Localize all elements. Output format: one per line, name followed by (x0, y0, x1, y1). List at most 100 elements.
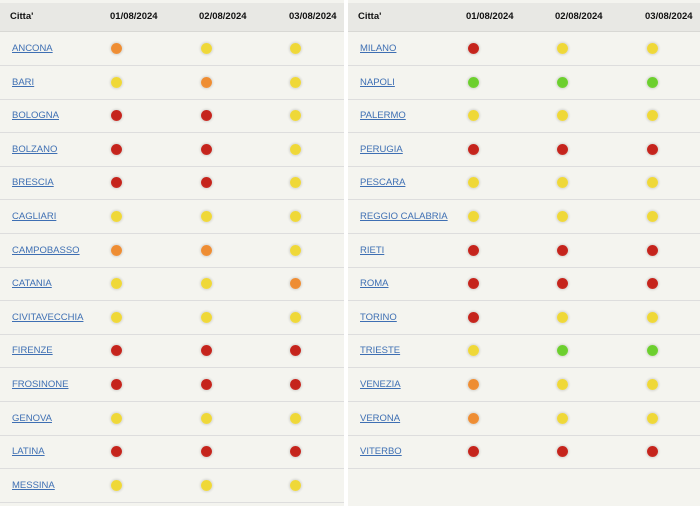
city-link[interactable]: GENOVA (12, 412, 52, 424)
alert-level-red-icon (200, 177, 212, 189)
table-row: PALERMO (348, 99, 700, 134)
alert-level-red-icon (467, 311, 479, 323)
alert-level-green-icon (556, 76, 568, 88)
city-link[interactable]: CAGLIARI (12, 211, 57, 222)
city-link[interactable]: LATINA (12, 446, 45, 458)
table-row: VITERBO (348, 435, 700, 470)
city-link[interactable]: PESCARA (360, 177, 406, 189)
alert-level-red-icon (110, 446, 122, 458)
alert-level-yellow-icon (556, 311, 568, 323)
alert-level-yellow-icon (289, 76, 301, 88)
table-row: VERONA (348, 402, 700, 436)
table-row: CAMPOBASSO (0, 234, 344, 268)
alert-level-red-icon (467, 244, 479, 256)
alert-level-yellow-icon (556, 379, 568, 390)
left-table-panel: Citta' 01/08/2024 02/08/2024 03/08/2024 … (0, 0, 344, 506)
city-link[interactable]: TRIESTE (360, 345, 401, 357)
alert-level-red-icon (646, 244, 658, 256)
city-link[interactable]: ANCONA (12, 43, 53, 54)
city-link[interactable]: BOLOGNA (12, 110, 59, 122)
city-link[interactable]: BARI (12, 76, 35, 88)
date-column-header: 03/08/2024 (289, 11, 337, 22)
city-link[interactable]: ROMA (360, 278, 389, 290)
city-link[interactable]: VERONA (360, 412, 401, 424)
alert-level-yellow-icon (289, 311, 301, 323)
alert-level-yellow-icon (110, 211, 122, 222)
table-row: PERUGIA (348, 133, 700, 167)
table-row: ROMA (348, 267, 700, 302)
city-column-header: Citta' (10, 11, 34, 22)
city-link[interactable]: PERUGIA (360, 143, 403, 155)
table-row: CAGLIARI (0, 200, 344, 234)
table-header: Citta' 01/08/2024 02/08/2024 03/08/2024 (348, 3, 700, 32)
city-link[interactable]: TORINO (360, 311, 397, 323)
alert-level-red-icon (467, 143, 479, 155)
alert-level-yellow-icon (110, 278, 122, 290)
city-link[interactable]: NAPOLI (360, 76, 395, 88)
alert-level-red-icon (646, 143, 658, 155)
alert-level-orange-icon (110, 244, 122, 256)
alert-level-yellow-icon (289, 244, 301, 256)
city-link[interactable]: VITERBO (360, 446, 402, 458)
table-row: RIETI (348, 234, 700, 268)
table-row: MESSINA (0, 469, 344, 503)
alert-level-yellow-icon (289, 143, 301, 155)
table-row: REGGIO CALABRIA (348, 200, 700, 234)
date-column-header: 01/08/2024 (466, 11, 514, 22)
alert-level-yellow-icon (289, 211, 301, 222)
alert-level-yellow-icon (646, 211, 658, 222)
alert-level-green-icon (646, 345, 658, 357)
table-row: ANCONA (0, 32, 344, 66)
city-link[interactable]: VENEZIA (360, 379, 401, 390)
city-link[interactable]: FROSINONE (12, 379, 69, 390)
city-link[interactable]: CAMPOBASSO (12, 244, 80, 256)
date-column-header: 02/08/2024 (555, 11, 603, 22)
table-row: BRESCIA (0, 166, 344, 201)
table-row: TRIESTE (348, 334, 700, 369)
city-link[interactable]: MESSINA (12, 479, 55, 491)
table-row: CIVITAVECCHIA (0, 301, 344, 335)
alert-level-yellow-icon (110, 479, 122, 491)
alert-level-orange-icon (467, 412, 479, 424)
alert-level-orange-icon (200, 76, 212, 88)
alert-level-red-icon (289, 345, 301, 357)
city-link[interactable]: BRESCIA (12, 177, 54, 189)
alert-level-orange-icon (110, 43, 122, 54)
alert-level-yellow-icon (556, 412, 568, 424)
city-link[interactable]: CATANIA (12, 278, 52, 290)
city-link[interactable]: CIVITAVECCHIA (12, 311, 84, 323)
city-link[interactable]: PALERMO (360, 110, 406, 122)
table-row: BOLZANO (0, 133, 344, 167)
alert-level-red-icon (646, 446, 658, 458)
city-link[interactable]: MILANO (360, 43, 397, 54)
alert-level-yellow-icon (556, 177, 568, 189)
table-row: BOLOGNA (0, 99, 344, 134)
alert-level-red-icon (556, 143, 568, 155)
alert-level-red-icon (467, 446, 479, 458)
table-row: VENEZIA (348, 368, 700, 402)
alert-level-yellow-icon (200, 412, 212, 424)
alert-level-green-icon (467, 76, 479, 88)
alert-level-yellow-icon (556, 211, 568, 222)
table-header: Citta' 01/08/2024 02/08/2024 03/08/2024 (0, 3, 344, 32)
table-row: TORINO (348, 301, 700, 335)
right-table-panel: Citta' 01/08/2024 02/08/2024 03/08/2024 … (348, 0, 700, 506)
alert-level-red-icon (200, 345, 212, 357)
city-link[interactable]: REGGIO CALABRIA (360, 211, 448, 222)
alert-level-yellow-icon (110, 311, 122, 323)
date-column-header: 02/08/2024 (199, 11, 247, 22)
table-row: NAPOLI (348, 66, 700, 100)
alert-level-red-icon (646, 278, 658, 290)
alert-level-yellow-icon (289, 177, 301, 189)
alert-level-green-icon (556, 345, 568, 357)
alert-level-yellow-icon (200, 479, 212, 491)
alert-level-yellow-icon (646, 379, 658, 390)
city-link[interactable]: BOLZANO (12, 143, 58, 155)
city-link[interactable]: FIRENZE (12, 345, 53, 357)
alert-level-yellow-icon (289, 110, 301, 122)
date-column-header: 01/08/2024 (110, 11, 158, 22)
city-link[interactable]: RIETI (360, 244, 385, 256)
alert-level-yellow-icon (467, 110, 479, 122)
alert-level-yellow-icon (289, 43, 301, 54)
